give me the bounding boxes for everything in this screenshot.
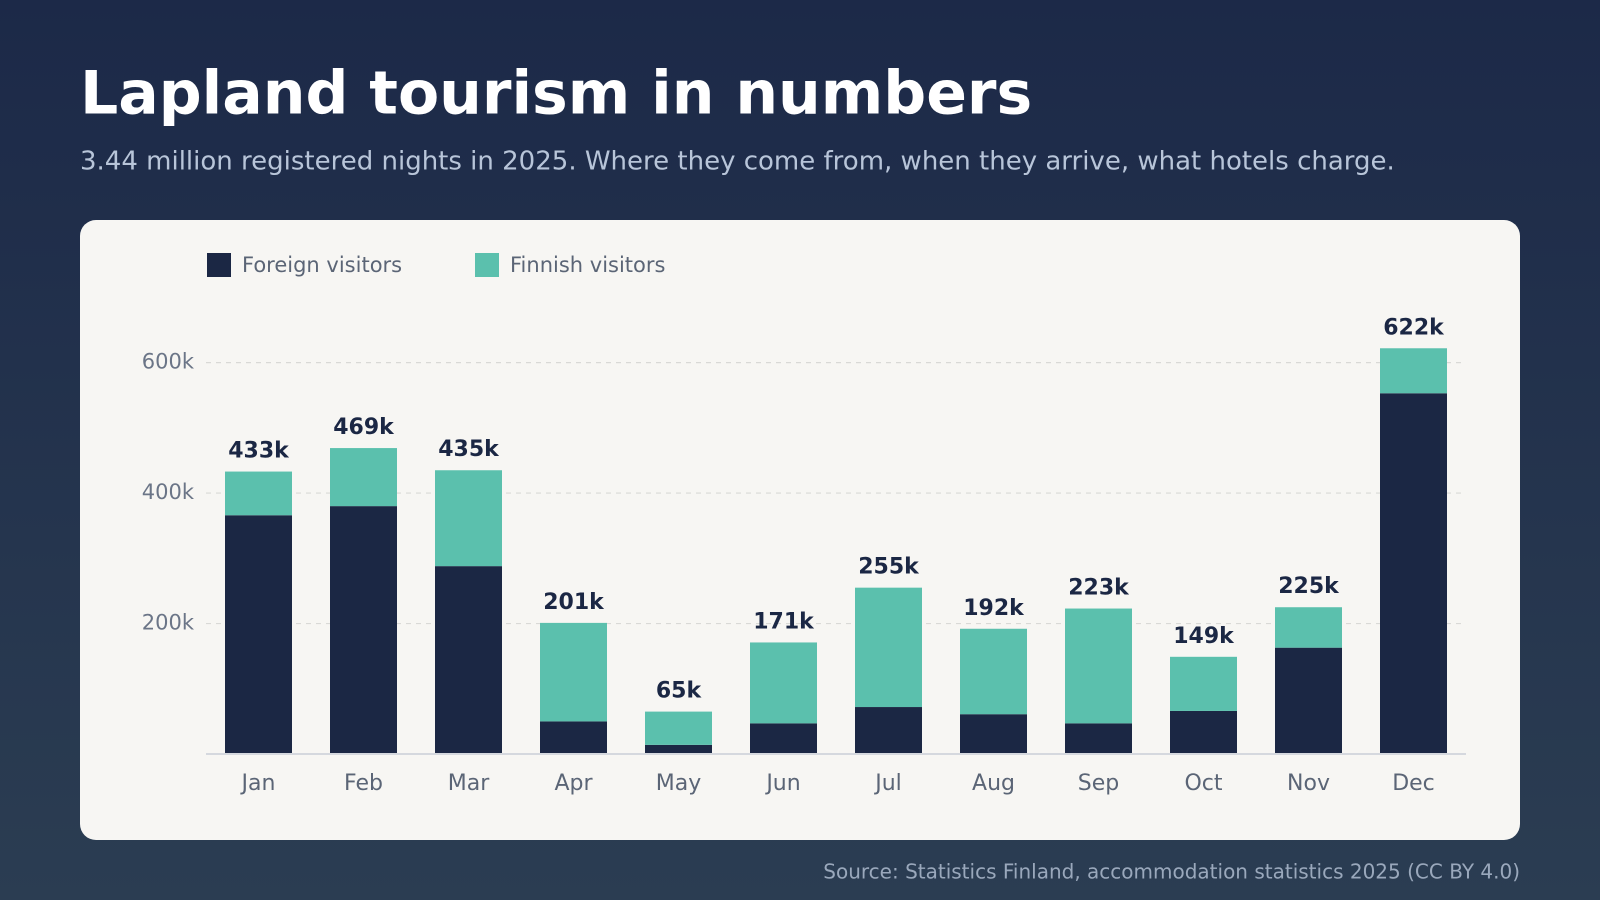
y-tick-label: 600k <box>142 350 195 374</box>
total-label: 171k <box>753 609 815 634</box>
bar-segment <box>225 515 292 754</box>
y-tick-label: 200k <box>142 611 195 635</box>
total-label: 622k <box>1383 315 1445 340</box>
x-tick-label: Jan <box>240 771 276 796</box>
total-label: 223k <box>1068 576 1130 601</box>
bar-segment <box>225 471 292 516</box>
bar-segment <box>1275 647 1342 754</box>
x-tick-label: Aug <box>972 771 1015 796</box>
bar-segment <box>1065 608 1132 724</box>
bar-segment <box>540 622 607 722</box>
bar-segment <box>1380 348 1447 394</box>
bar-segment <box>960 628 1027 715</box>
x-tick-label: Mar <box>448 771 490 796</box>
total-label: 149k <box>1173 624 1235 649</box>
bar-segment <box>1170 656 1237 711</box>
chart-title: Lapland tourism in numbers <box>80 59 1032 129</box>
total-label: 201k <box>543 590 605 615</box>
bar-segment <box>330 448 397 507</box>
x-tick-label: Oct <box>1184 771 1222 796</box>
chart-subtitle: 3.44 million registered nights in 2025. … <box>80 147 1395 177</box>
bar-segment <box>1170 710 1237 754</box>
x-tick-label: Feb <box>344 771 383 796</box>
total-label: 65k <box>656 679 703 704</box>
x-tick-label: Dec <box>1392 771 1435 796</box>
y-tick-label: 400k <box>142 480 195 504</box>
bar-segment <box>540 721 607 754</box>
x-tick-label: Nov <box>1287 771 1330 796</box>
total-label: 255k <box>858 555 920 580</box>
total-label: 192k <box>963 596 1025 621</box>
total-label: 435k <box>438 437 500 462</box>
total-label: 433k <box>228 439 290 464</box>
legend-label: Foreign visitors <box>242 253 402 277</box>
bar-segment <box>645 711 712 745</box>
bar-segment <box>330 506 397 754</box>
bar-segment <box>645 744 712 754</box>
x-tick-label: Jun <box>764 771 800 796</box>
x-tick-label: Jul <box>873 771 902 796</box>
total-label: 469k <box>333 415 395 440</box>
source-note: Source: Statistics Finland, accommodatio… <box>823 860 1520 884</box>
bar-segment <box>855 707 922 754</box>
bar-segment <box>435 470 502 567</box>
legend-swatch <box>475 253 499 277</box>
bar-segment <box>1275 607 1342 648</box>
bar-segment <box>855 587 922 708</box>
bar-segment <box>1065 723 1132 754</box>
legend-swatch <box>207 253 231 277</box>
x-tick-label: May <box>656 771 701 796</box>
x-tick-label: Apr <box>554 771 593 796</box>
bar-segment <box>435 566 502 754</box>
bar-segment <box>1380 393 1447 754</box>
bar-segment <box>750 723 817 754</box>
legend-label: Finnish visitors <box>510 253 665 277</box>
bar-segment <box>960 714 1027 754</box>
x-tick-label: Sep <box>1078 771 1119 796</box>
total-label: 225k <box>1278 574 1340 599</box>
bar-segment <box>750 642 817 724</box>
